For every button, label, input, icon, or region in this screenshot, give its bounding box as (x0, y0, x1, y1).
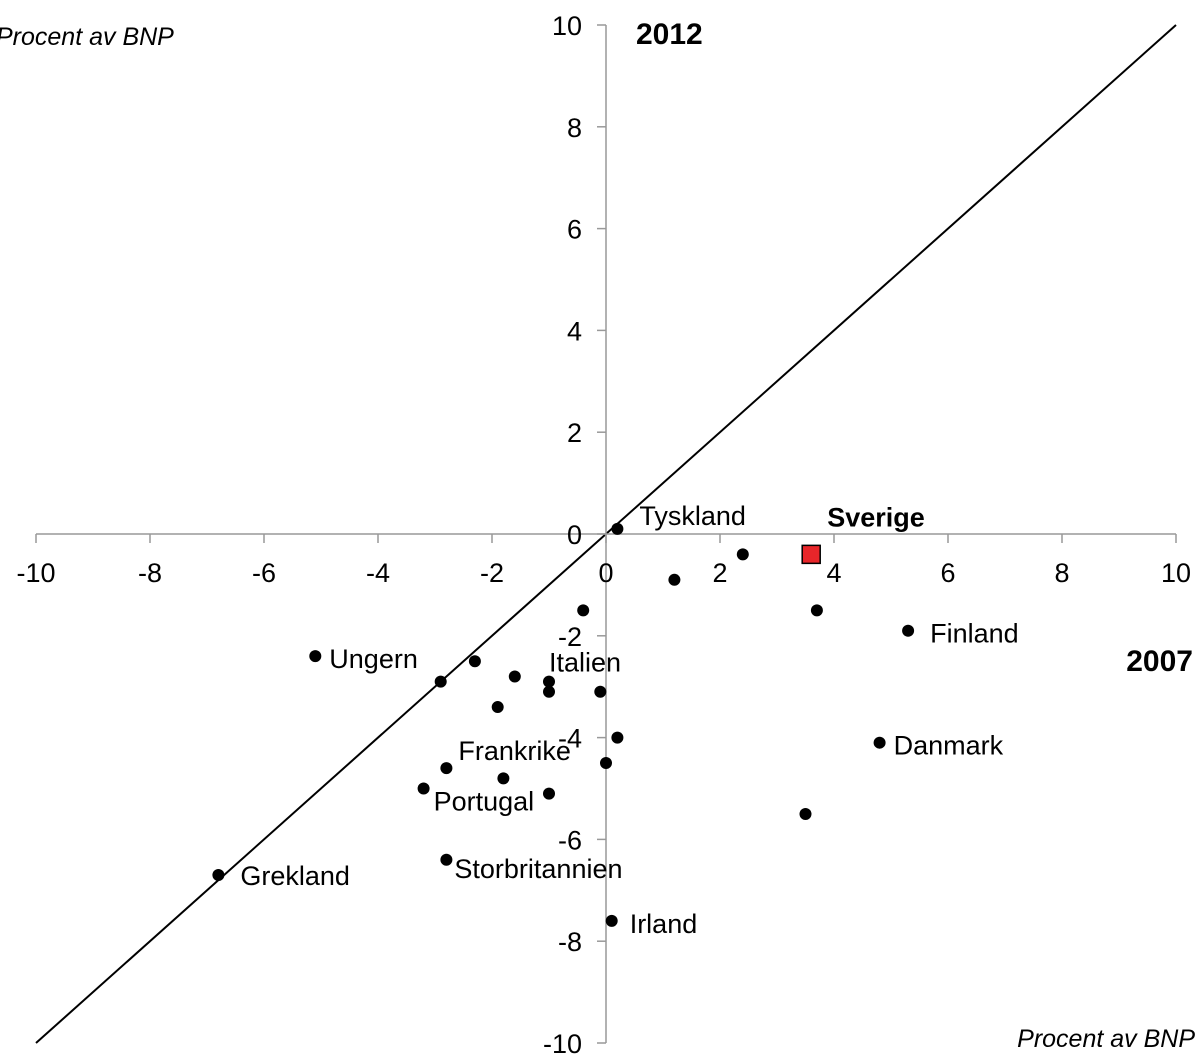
highlight-label: Sverige (827, 502, 925, 532)
y-tick-label: -10 (543, 1029, 582, 1057)
data-point (611, 522, 624, 535)
data-point (491, 701, 504, 714)
point-label: Portugal (434, 787, 535, 817)
x-tick-label: 2 (712, 558, 727, 588)
point-label: Tyskland (639, 501, 746, 531)
y-tick-label: -6 (558, 825, 582, 855)
x-tick-label: -8 (138, 558, 162, 588)
data-point (309, 650, 322, 663)
data-point (417, 782, 430, 795)
data-point (497, 772, 510, 785)
x-ticks: -10 -8 -6 -4 -2 0 2 4 6 8 10 (16, 534, 1191, 588)
point-label: Italien (549, 648, 621, 678)
x-tick-label: 4 (826, 558, 841, 588)
y-ticks: -10 -8 -6 -4 -2 0 2 4 6 8 10 (543, 11, 606, 1057)
data-point (543, 685, 555, 698)
point-label: Storbritannien (454, 854, 622, 884)
x-tick-label: -10 (16, 558, 55, 588)
y-axis-title: Procent av BNP (0, 23, 174, 51)
data-point (543, 675, 555, 688)
y-tick-label: -8 (558, 927, 582, 957)
data-point (594, 685, 607, 698)
data-point (668, 573, 681, 586)
data-point (810, 604, 823, 617)
y-tick-label: 4 (567, 316, 582, 346)
x-tick-label: 8 (1054, 558, 1069, 588)
x-tick-label: -2 (480, 558, 504, 588)
x-tick-label: -4 (366, 558, 390, 588)
data-point (605, 914, 618, 927)
data-point (611, 731, 624, 744)
highlight-point (801, 544, 821, 565)
x-year-label: 2007 (1126, 645, 1193, 678)
data-point (508, 670, 521, 683)
x-tick-label: 6 (940, 558, 955, 588)
x-tick-label: 0 (598, 558, 613, 588)
y-tick-label: -4 (558, 724, 582, 754)
data-point (440, 853, 453, 866)
point-label: Finland (930, 619, 1019, 649)
x-tick-label: -6 (252, 558, 276, 588)
point-label: Frankrike (458, 736, 571, 766)
point-label: Danmark (894, 731, 1004, 761)
data-point (902, 624, 915, 637)
y-year-label: 2012 (636, 18, 703, 51)
point-labels: Grekland Ungern Italien Tyskland Finland Danm… (240, 501, 1018, 939)
data-point (468, 655, 481, 668)
y-tick-label: 8 (567, 113, 582, 143)
data-point (600, 757, 612, 770)
y-tick-label: 2 (567, 418, 582, 448)
point-label: Irland (630, 909, 698, 939)
x-tick-label: 10 (1161, 558, 1191, 588)
data-point (543, 787, 555, 800)
y-tick-label: -2 (558, 622, 582, 652)
point-label: Grekland (240, 861, 350, 891)
x-axis-title: Procent av BNP (1017, 1025, 1195, 1053)
y-tick-label: 10 (552, 11, 582, 41)
data-point (440, 762, 453, 775)
data-point (799, 807, 812, 820)
data-point (577, 604, 590, 617)
point-label: Ungern (329, 644, 418, 674)
data-point (212, 869, 225, 882)
data-point (434, 675, 447, 688)
y-tick-label: 6 (567, 215, 582, 245)
data-point (736, 548, 749, 561)
data-points (212, 522, 915, 927)
data-point (873, 736, 886, 749)
y-tick-label: 0 (567, 520, 582, 550)
